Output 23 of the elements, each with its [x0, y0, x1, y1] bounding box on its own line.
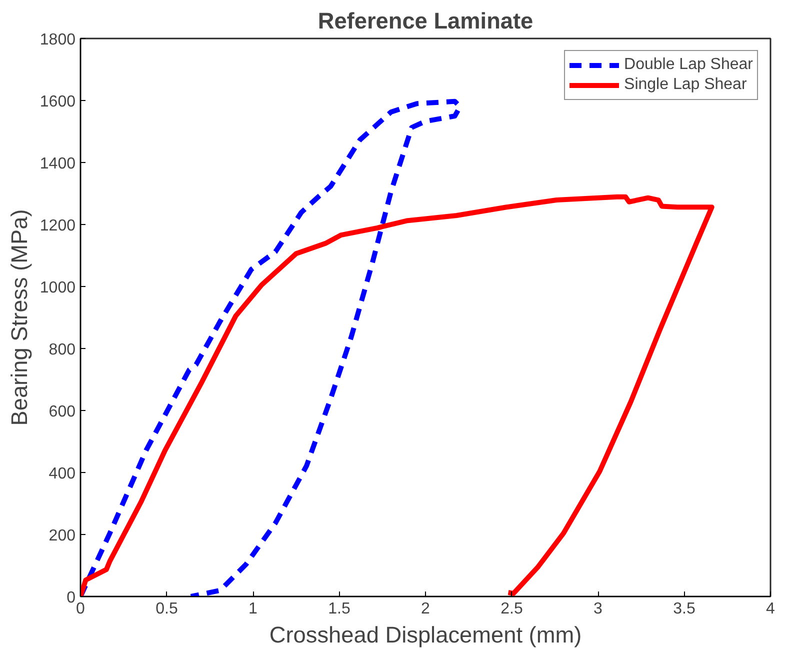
y-tick-label: 200 — [48, 528, 76, 544]
x-tick-label: 3.5 — [673, 600, 696, 618]
x-axis-title: Crosshead Displacement (mm) — [269, 622, 582, 648]
legend-label: Double Lap Shear — [624, 56, 753, 74]
chart-title: Reference Laminate — [318, 8, 534, 34]
y-tick-label: 1200 — [40, 218, 76, 234]
y-tick-label: 1600 — [40, 94, 76, 110]
y-tick-label: 1400 — [40, 156, 76, 172]
y-tick-label: 800 — [48, 342, 76, 358]
y-tick-label: 1000 — [40, 280, 76, 296]
x-tick-label: 2.5 — [500, 600, 523, 618]
y-tick-label: 0 — [66, 590, 76, 606]
y-tick-label: 400 — [48, 466, 76, 482]
x-tick-label: 3 — [594, 600, 603, 618]
y-tick-label: 1800 — [40, 32, 76, 48]
x-tick-label: 1 — [248, 600, 258, 618]
x-tick-label: 0.5 — [156, 600, 178, 618]
y-tick-label: 600 — [48, 404, 76, 420]
x-tick-label: 4 — [766, 600, 776, 618]
x-tick-label: 2 — [421, 600, 430, 618]
legend-label: Single Lap Shear — [624, 76, 747, 94]
y-axis-title: Bearing Stress (MPa) — [6, 209, 32, 426]
x-tick-label: 1.5 — [328, 600, 350, 618]
